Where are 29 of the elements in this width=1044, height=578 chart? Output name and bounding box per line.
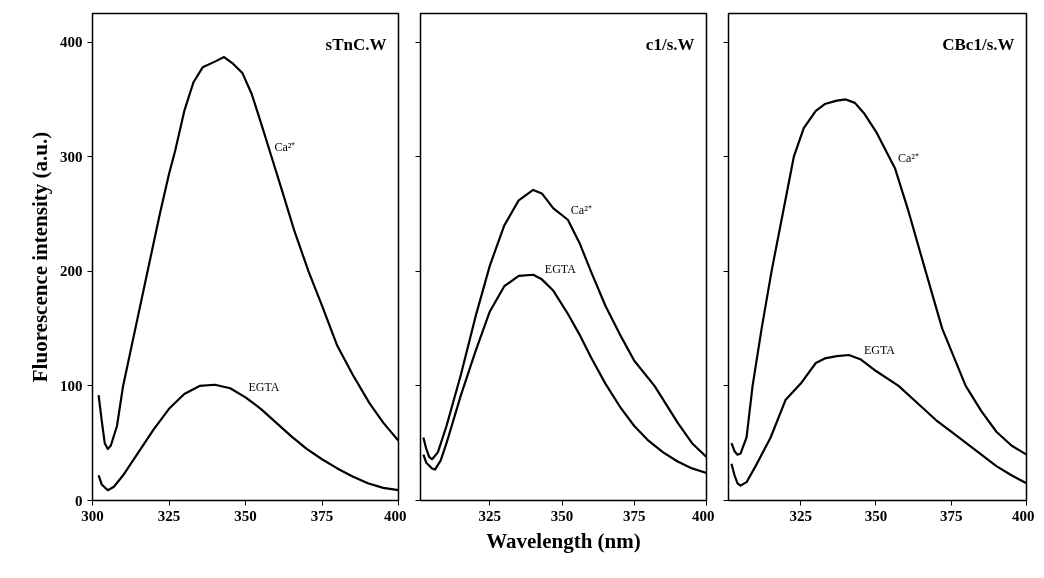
x-tick-label: 350 (234, 507, 257, 524)
x-tick-label: 325 (478, 507, 502, 524)
x-axis-title: Wavelength (nm) (486, 528, 641, 553)
x-tick-label: 325 (789, 507, 812, 524)
x-tick-label: 350 (550, 507, 574, 524)
x-tick-label: 350 (864, 507, 888, 524)
x-tick-label: 400 (384, 507, 407, 524)
text: CBc1/s.W (942, 34, 1015, 54)
y-tick-label: 100 (60, 377, 83, 394)
text: c1/s.W (645, 34, 695, 54)
x-tick-label: 300 (81, 507, 104, 524)
annotation: EGTA (863, 342, 896, 357)
annotation: Ca²⁺ (570, 202, 592, 217)
x-tick-label: 375 (940, 507, 963, 524)
x-tick-label: 375 (623, 507, 646, 524)
y-tick-label: 300 (60, 148, 83, 165)
x-tick-label: 400 (1012, 507, 1035, 524)
annotation: Ca²⁺ (897, 151, 919, 166)
annotation: EGTA (248, 380, 280, 395)
x-tick-label: 375 (310, 507, 334, 524)
y-tick-label: 0 (75, 492, 83, 509)
y-axis-title: Fluorescence intensity (a.u.) (28, 131, 52, 383)
y-tick-label: 200 (60, 263, 83, 280)
text: sTnC.W (325, 34, 387, 54)
x-tick-label: 400 (692, 507, 715, 524)
annotation: EGTA (544, 262, 577, 277)
y-tick-label: 400 (60, 34, 83, 51)
annotation: Ca²⁺ (274, 139, 296, 154)
x-tick-label: 325 (157, 507, 181, 524)
